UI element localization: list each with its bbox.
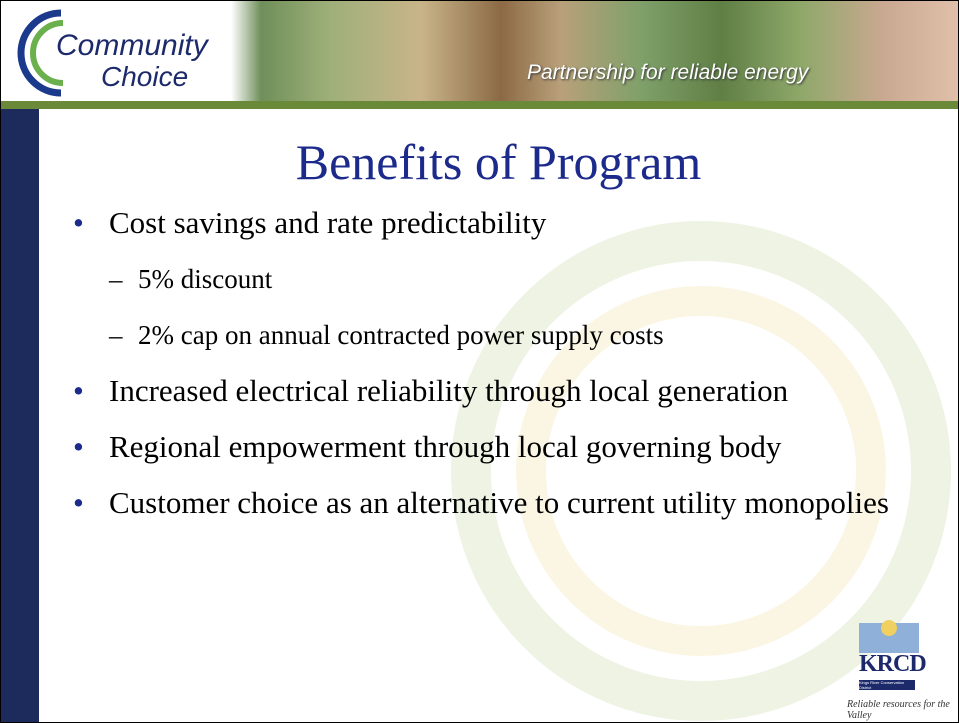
bullet-marker: • — [73, 195, 84, 251]
slide-title: Benefits of Program — [39, 133, 958, 191]
header-band — [1, 101, 958, 109]
sub-bullet-marker: – — [109, 307, 123, 363]
bullet-marker: • — [73, 363, 84, 419]
sidebar — [1, 109, 39, 722]
bullet-text: Customer choice as an alternative to cur… — [109, 475, 939, 531]
bullet-marker: • — [73, 419, 84, 475]
slide: Community Choice Partnership for reliabl… — [0, 0, 959, 723]
krcd-tagline: Reliable resources for the Valley — [847, 699, 958, 721]
bullet-text: Increased electrical reliability through… — [109, 363, 939, 419]
krcd-icon — [859, 613, 919, 653]
bullet-marker: • — [73, 475, 84, 531]
krcd-logo: KRCD — [859, 651, 926, 678]
sub-bullet-text: 5% discount — [138, 251, 938, 307]
sub-bullet-marker: – — [109, 251, 123, 307]
logo-text: Choice — [101, 61, 188, 93]
bullet-text: Regional empowerment through local gover… — [109, 419, 939, 475]
bullet-text: Cost savings and rate predictability — [109, 195, 939, 251]
header-tagline: Partnership for reliable energy — [527, 61, 808, 85]
krcd-subname: Kings River Conservation District — [859, 680, 915, 690]
logo-text: Community — [56, 29, 208, 63]
sub-bullet-text: 2% cap on annual contracted power supply… — [138, 307, 938, 363]
